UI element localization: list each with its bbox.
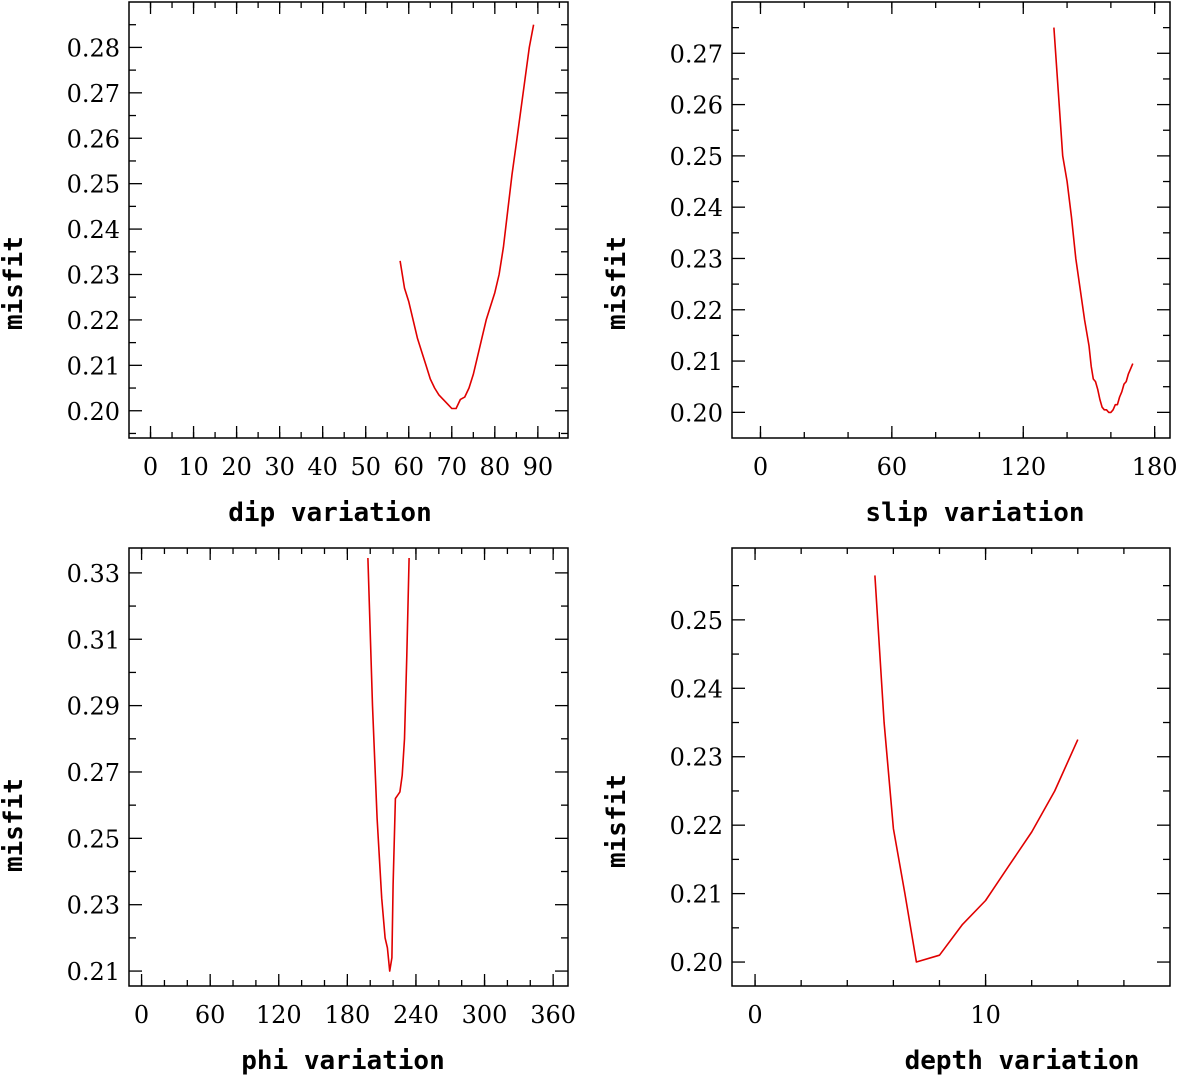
dip-ytick-label: 0.26 — [67, 125, 120, 153]
slip-xtick-label: 120 — [1000, 453, 1046, 481]
slip-y-axis-label: misfit — [602, 236, 632, 330]
dip-misfit-curve — [399, 24, 535, 410]
slip-ytick-label: 0.25 — [670, 143, 723, 171]
phi-ytick-label: 0.25 — [67, 825, 120, 853]
slip-ytick-label: 0.21 — [670, 348, 723, 376]
slip-misfit-curve — [1053, 27, 1134, 414]
slip-xtick-label: 0 — [753, 453, 768, 481]
phi-xtick-label: 120 — [256, 1001, 302, 1029]
depth-ytick-label: 0.25 — [670, 607, 723, 635]
dip-ytick-label: 0.22 — [67, 307, 120, 335]
dip-xtick-label: 90 — [523, 453, 554, 481]
slip-panel: 0.20 0.21 0.22 0.23 0.24 0.25 0.26 0.27 0 60 120 18… — [602, 1, 1178, 528]
depth-ytick-label: 0.20 — [670, 949, 723, 977]
depth-misfit-curve — [874, 575, 1079, 963]
depth-ytick-label: 0.22 — [670, 812, 723, 840]
phi-misfit-curve — [367, 557, 410, 972]
phi-ytick-label: 0.29 — [67, 693, 120, 721]
dip-xtick-label: 40 — [307, 453, 338, 481]
depth-ytick-label: 0.23 — [670, 744, 723, 772]
dip-xtick-label: 50 — [350, 453, 381, 481]
depth-plot-frame — [731, 547, 1171, 987]
slip-ytick-label: 0.24 — [670, 194, 723, 222]
dip-plot-frame — [128, 1, 569, 439]
phi-plot-frame — [128, 547, 569, 987]
phi-xtick-label: 360 — [530, 1001, 576, 1029]
depth-xtick-label: 0 — [747, 1001, 762, 1029]
dip-xtick-label: 10 — [178, 453, 209, 481]
dip-xtick-label: 0 — [143, 453, 158, 481]
phi-xtick-label: 180 — [324, 1001, 370, 1029]
phi-ytick-label: 0.21 — [67, 958, 120, 986]
dip-panel: 0.20 0.21 0.22 0.23 0.24 0.25 0.26 0.27 0.28 0 10 2… — [0, 1, 569, 528]
dip-xtick-label: 60 — [393, 453, 424, 481]
slip-x-axis-label: slip variation — [865, 498, 1084, 528]
dip-xtick-label: 20 — [221, 453, 252, 481]
phi-xtick-label: 300 — [462, 1001, 508, 1029]
depth-panel: 0.20 0.21 0.22 0.23 0.24 0.25 0 10 depth variati… — [602, 547, 1171, 1076]
phi-xtick-label: 240 — [393, 1001, 439, 1029]
dip-ytick-label: 0.27 — [67, 80, 120, 108]
phi-y-axis-label: misfit — [0, 778, 29, 872]
dip-ytick-label: 0.23 — [67, 262, 120, 290]
slip-plot-frame — [731, 1, 1171, 439]
slip-ytick-label: 0.23 — [670, 245, 723, 273]
slip-ytick-label: 0.22 — [670, 297, 723, 325]
dip-ytick-label: 0.21 — [67, 352, 120, 380]
slip-xtick-label: 60 — [877, 453, 908, 481]
dip-ytick-label: 0.24 — [67, 216, 120, 244]
depth-x-axis-label: depth variation — [905, 1046, 1140, 1076]
phi-xtick-label: 60 — [195, 1001, 226, 1029]
phi-panel: 0.21 0.23 0.25 0.27 0.29 0.31 0.33 0 60 120 180 240… — [0, 547, 576, 1076]
dip-xtick-label: 30 — [264, 453, 295, 481]
dip-ytick-label: 0.25 — [67, 171, 120, 199]
dip-xtick-label: 70 — [437, 453, 468, 481]
phi-x-axis-label: phi variation — [241, 1046, 445, 1076]
slip-ytick-label: 0.26 — [670, 92, 723, 120]
dip-y-axis-label: misfit — [0, 236, 29, 330]
phi-xtick-label: 0 — [134, 1001, 149, 1029]
slip-ytick-label: 0.27 — [670, 40, 723, 68]
depth-ytick-label: 0.24 — [670, 675, 723, 703]
depth-xtick-label: 10 — [970, 1001, 1001, 1029]
phi-ytick-label: 0.33 — [67, 560, 120, 588]
depth-y-axis-label: misfit — [602, 774, 632, 868]
dip-x-axis-label: dip variation — [228, 498, 432, 528]
dip-ytick-label: 0.20 — [67, 398, 120, 426]
dip-ytick-label: 0.28 — [67, 34, 120, 62]
slip-ytick-label: 0.20 — [670, 399, 723, 427]
phi-ytick-label: 0.27 — [67, 759, 120, 787]
slip-xtick-label: 180 — [1132, 453, 1178, 481]
phi-ytick-label: 0.23 — [67, 892, 120, 920]
dip-xtick-label: 80 — [480, 453, 511, 481]
phi-ytick-label: 0.31 — [67, 626, 120, 654]
depth-ytick-label: 0.21 — [670, 881, 723, 909]
